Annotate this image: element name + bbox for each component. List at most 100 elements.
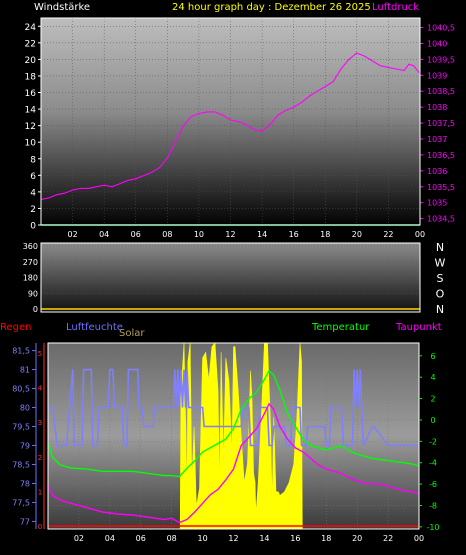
- tick-label-left: 14: [25, 106, 37, 116]
- tick-label-left: 24: [25, 23, 37, 33]
- x-tick-label: 06: [136, 534, 146, 543]
- tick-label-right: 1035,5: [427, 183, 455, 192]
- x-tick-label: 08: [162, 230, 172, 239]
- humidity-tick-label: 81: [20, 366, 30, 375]
- rain-tick-label: 3: [38, 419, 42, 427]
- x-tick-label: 22: [383, 230, 393, 239]
- tick-label-left: 20: [25, 56, 37, 66]
- panel-humidity-temperature: Regen Luftfeuchte Solar Temperatur Taupu…: [0, 322, 442, 543]
- tick-label-left: 90: [28, 289, 38, 298]
- x-tick-label: 20: [352, 534, 362, 543]
- tick-label-left: 0: [33, 305, 38, 314]
- x-tick-label: 16: [290, 534, 300, 543]
- tick-label-left: 12: [25, 122, 36, 132]
- tick-label-left: 2: [30, 205, 36, 215]
- rain-tick-label: 0: [38, 523, 42, 531]
- tick-label-right: 1039: [427, 71, 447, 80]
- tick-label-left: 22: [25, 39, 36, 49]
- x-tick-label: 04: [105, 534, 115, 543]
- series-luftfeuchte: [48, 368, 419, 447]
- compass-label: O: [436, 288, 445, 301]
- panel1-frame: [40, 17, 421, 226]
- series-temperatur: [47, 369, 420, 478]
- series-luftdruck: [40, 52, 421, 201]
- label-humidity: Luftfeuchte: [66, 322, 123, 333]
- tick-label-right: 1034,5: [427, 215, 455, 224]
- tick-label-right: 1035: [427, 199, 447, 208]
- x-tick-label: 12: [228, 534, 238, 543]
- tick-label-left: 0: [30, 222, 36, 232]
- tick-label-right: 1036,5: [427, 151, 455, 160]
- temperature-tick-label: -10: [426, 523, 439, 532]
- humidity-tick-label: 80,5: [12, 385, 30, 394]
- x-tick-label: 12: [225, 230, 235, 239]
- rain-tick-label: 5: [38, 350, 42, 358]
- temperature-tick-label: -8: [429, 501, 437, 510]
- humidity-tick-label: 80: [20, 404, 30, 413]
- compass-label: W: [435, 257, 446, 270]
- temperature-tick-label: -2: [429, 437, 437, 446]
- tick-label-right: 1036: [427, 167, 447, 176]
- x-tick-label: 10: [194, 230, 204, 239]
- humidity-tick-label: 79,5: [12, 423, 30, 432]
- header-right: Luftdruck: [372, 2, 419, 13]
- temperature-tick-label: 2: [430, 395, 435, 404]
- rain-tick-label: 4: [38, 385, 43, 393]
- tick-label-left: 4: [30, 188, 36, 198]
- humidity-tick-label: 78: [20, 479, 30, 488]
- tick-label-left: 180: [23, 274, 38, 283]
- humidity-tick-label: 79: [20, 441, 30, 450]
- x-tick-label: 00: [415, 230, 425, 239]
- tick-label-left: 6: [30, 172, 36, 182]
- tick-label-left: 270: [23, 258, 38, 267]
- x-tick-label: 14: [257, 230, 267, 239]
- tick-label-right: 1038: [427, 103, 447, 112]
- series-taupunkt: [47, 402, 420, 524]
- header-left: Windstärke: [34, 2, 90, 13]
- tick-label-left: 360: [23, 242, 38, 251]
- humidity-tick-label: 81,5: [12, 347, 30, 356]
- tick-label-right: 1037,5: [427, 119, 455, 128]
- tick-label-left: 10: [25, 139, 37, 149]
- temperature-tick-label: -4: [429, 459, 437, 468]
- tick-label-right: 1038,5: [427, 87, 455, 96]
- x-tick-label: 00: [414, 534, 424, 543]
- temperature-tick-label: 4: [430, 373, 435, 382]
- x-tick-label: 14: [259, 534, 269, 543]
- x-tick-label: 16: [289, 230, 299, 239]
- x-tick-label: 22: [383, 534, 393, 543]
- x-tick-label: 02: [74, 534, 84, 543]
- x-tick-label: 06: [131, 230, 141, 239]
- rain-tick-label: 2: [38, 454, 42, 462]
- series-solar: [179, 342, 303, 530]
- chart-title: 24 hour graph day : Dezember 26 2025: [172, 2, 371, 13]
- tick-label-right: 1040: [427, 39, 447, 48]
- tick-label-right: 1040,5: [427, 24, 455, 33]
- label-dewpoint: Taupunkt: [395, 322, 442, 333]
- humidity-tick-label: 77: [20, 517, 30, 526]
- x-tick-label: 18: [320, 230, 330, 239]
- panel3-frame: [47, 342, 420, 530]
- temperature-tick-label: 0: [430, 416, 435, 425]
- x-tick-label: 04: [99, 230, 109, 239]
- tick-label-left: 16: [25, 89, 37, 99]
- compass-label: N: [436, 303, 444, 316]
- rain-tick-label: 1: [38, 488, 42, 496]
- label-solar: Solar: [119, 328, 145, 339]
- panel1-background: [41, 18, 420, 225]
- x-tick-label: 18: [321, 534, 331, 543]
- label-rain: Regen: [0, 322, 32, 333]
- compass-label: S: [437, 272, 444, 285]
- label-temperature: Temperatur: [311, 322, 370, 333]
- temperature-tick-label: -6: [429, 480, 437, 489]
- x-tick-label: 10: [197, 534, 207, 543]
- panel2-frame: [40, 242, 421, 313]
- x-tick-label: 02: [67, 230, 77, 239]
- x-tick-label: 20: [352, 230, 362, 239]
- tick-label-left: 8: [30, 155, 36, 165]
- humidity-tick-label: 77,5: [12, 498, 30, 507]
- compass-label: N: [436, 241, 444, 254]
- tick-label-right: 1037: [427, 135, 447, 144]
- x-tick-label: 08: [167, 534, 177, 543]
